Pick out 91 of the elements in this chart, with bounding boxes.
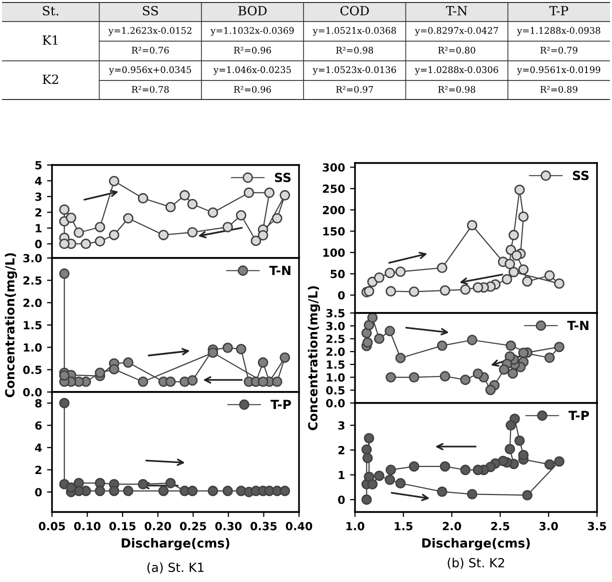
y-tick-label: 2.5 [326,334,344,344]
y-tick-label: 2.0 [326,348,345,356]
text: y=1.0523x-0.0136 [312,66,396,75]
category-label: T-N [446,6,468,16]
x-tick-label: 0.10 [74,522,100,530]
x-tick-label: 1.5 [394,522,412,530]
x-axis-title: Discharge(cms) [422,538,530,550]
x-tick-label: 0.15 [109,522,136,530]
y-tick-label: 3 [35,192,42,201]
text: (b) St. K2 [448,558,504,569]
x-tick-label: 0.40 [286,522,312,530]
y-tick-label: 1.5 [326,360,344,369]
y-tick-label: 150 [323,227,345,236]
y-tick-label: 300 [322,163,345,172]
legend-label: T-N [567,320,588,330]
y-tick-label: 0.5 [326,386,344,395]
y-tick-label: 1 [36,224,42,232]
text: y=1.1032x-0.0369 [210,27,294,36]
y-tick-label: 100 [323,248,345,257]
legend-label: SS [572,170,589,180]
category-label: K1 [42,35,58,45]
y-tick-label: 0 [35,488,42,496]
legend-label: T-P [568,410,589,420]
text: R²=0.98 [438,86,476,93]
text: y=1.2623x-0.0152 [108,27,192,36]
y-tick-label: 3.0 [326,322,345,330]
text: y=1.0521x-0.0368 [312,27,396,36]
text: y=1.0288x-0.0306 [414,66,498,75]
y-tick-label: 0 [338,496,345,504]
text: y=0.8297x-0.0427 [414,27,498,36]
x-tick-label: 2.5 [491,522,510,530]
text: R²=0.78 [132,86,169,93]
y-tick-label: 4 [35,444,42,452]
legend-label: T-N [269,266,290,275]
y-tick-label: 1.5 [24,321,42,330]
category-label: St. [42,6,58,16]
y-tick-label: 0.5 [23,366,42,374]
y-tick-label: 1.0 [326,373,345,382]
text: y=1.1288x-0.0938 [516,27,600,36]
text: R²=0.80 [438,46,476,54]
category-label: K2 [42,74,58,84]
text: R²=0.96 [234,86,271,93]
text: R²=0.96 [234,46,271,54]
y-axis-title: Concentration(mg/L) [4,253,18,398]
text: R²=0.79 [540,46,578,54]
y-tick-label: 250 [322,184,345,193]
y-tick-label: 0.0 [326,398,345,408]
y-tick-label: 2 [35,208,42,217]
y-tick-label: 0 [35,240,42,248]
x-tick-label: 0.25 [180,522,206,530]
text: y=1.046x-0.0235 [213,66,291,75]
y-tick-label: 4 [35,176,42,185]
x-tick-label: 3.0 [540,522,558,530]
text: R²=0.98 [336,46,374,54]
y-tick-label: 5 [35,161,42,170]
category-label: BOD [238,6,267,16]
text: y=0.9561x-0.0199 [516,66,600,75]
y-tick-label: 0.0 [23,388,42,396]
x-tick-label: 2.0 [442,522,462,530]
y-tick-label: 0 [338,291,345,300]
x-tick-label: 0.20 [144,522,172,530]
y-tick-label: 2 [338,446,344,454]
category-label: T-P [549,6,568,16]
text: R²=0.76 [132,46,169,54]
x-tick-label: 0.30 [215,522,242,530]
y-tick-label: 3 [338,421,344,430]
y-tick-label: 1 [338,470,345,480]
y-tick-label: 3.5 [326,308,344,318]
y-tick-label: 50 [330,270,345,278]
y-tick-label: 2.5 [23,276,42,285]
text: R²=0.97 [336,86,374,93]
y-tick-label: 1.0 [24,343,42,352]
text: y=0.956x+0.0345 [108,66,192,75]
text: (a) St. K1 [147,562,204,574]
category-label: SS [142,6,158,16]
y-tick-label: 200 [322,206,345,214]
y-tick-label: 6 [35,421,42,430]
x-axis-title: Discharge(cms) [122,538,230,550]
y-tick-label: 2.0 [23,298,42,308]
x-tick-label: 0.05 [38,522,65,530]
legend-label: T-P [270,400,291,409]
text: R²=0.89 [540,86,578,93]
y-axis-title: Concentration(mg/L) [308,286,320,430]
x-tick-label: 3.5 [588,522,606,530]
y-tick-label: 8 [35,399,42,408]
y-tick-label: 3.0 [23,254,42,262]
legend-label: SS [274,172,291,182]
x-tick-label: 1.0 [346,522,364,530]
x-tick-label: 0.35 [250,522,277,530]
y-tick-label: 2 [35,466,42,474]
category-label: COD [340,6,369,16]
